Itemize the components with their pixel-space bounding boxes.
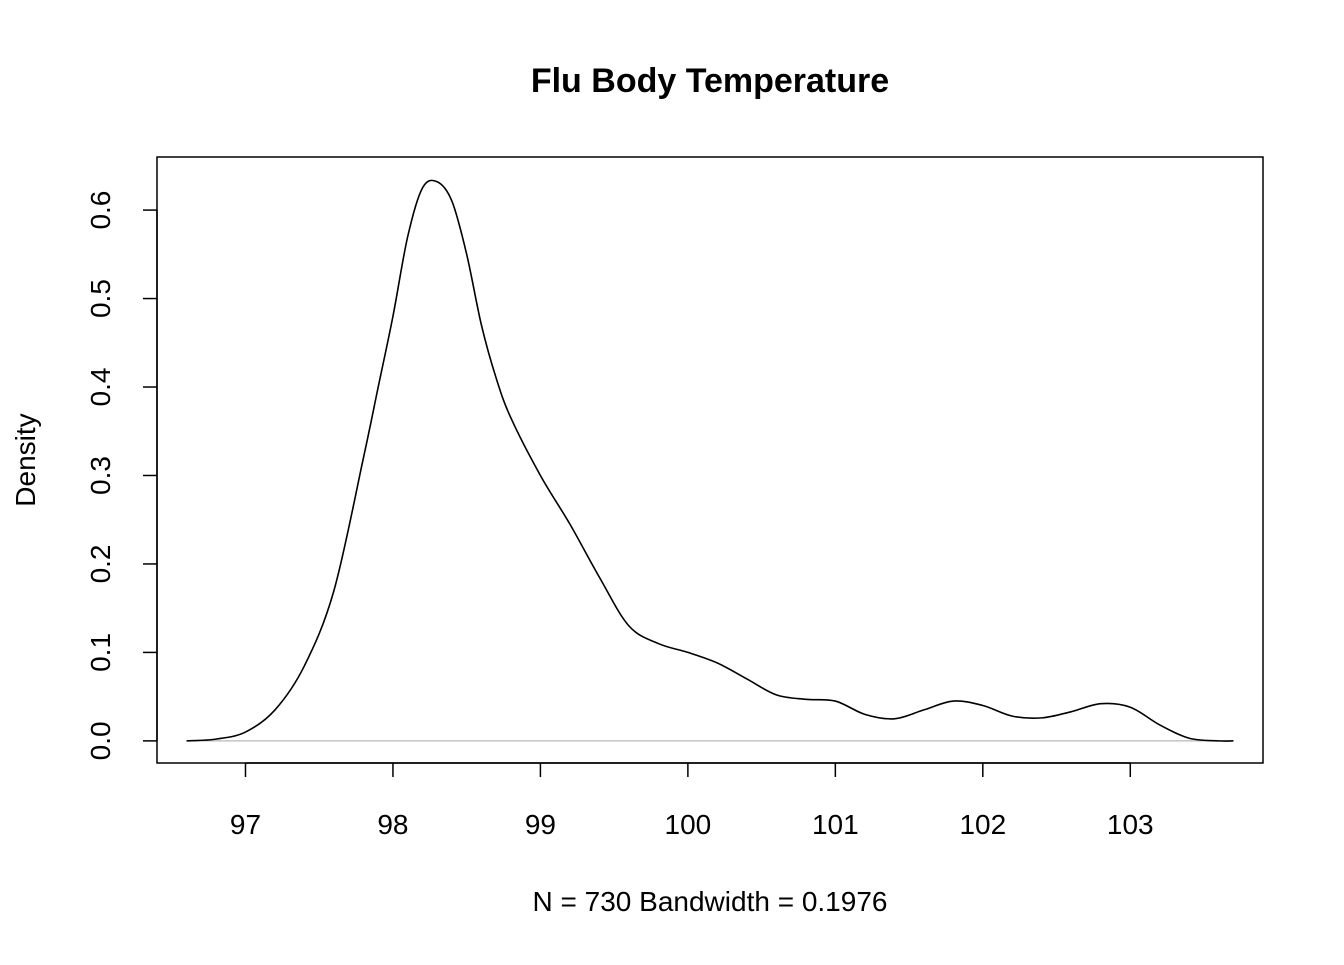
x-tick-label: 102: [959, 809, 1006, 840]
x-tick-label: 101: [812, 809, 859, 840]
y-axis-label: Density: [10, 413, 41, 506]
x-tick-label: 97: [230, 809, 261, 840]
y-tick-label: 0.1: [85, 633, 116, 672]
density-curve: [186, 179, 1234, 742]
y-tick-label: 0.6: [85, 191, 116, 230]
plot-frame: [156, 156, 1264, 764]
chart-title: Flu Body Temperature: [531, 62, 889, 100]
x-tick-label: 103: [1107, 809, 1154, 840]
y-tick-label: 0.3: [85, 456, 116, 495]
x-axis-label: N = 730 Bandwidth = 0.1976: [533, 886, 888, 917]
x-tick-label: 100: [665, 809, 712, 840]
plot-area: 97 98 99 100 101 102 103 0.0 0.1 0.2 0.3 0.4 0.5 0.6: [85, 156, 1264, 840]
y-tick-label: 0.0: [85, 721, 116, 760]
y-tick-label: 0.2: [85, 544, 116, 583]
y-tick-label: 0.4: [85, 368, 116, 407]
x-tick-label: 99: [525, 809, 556, 840]
x-tick-label: 98: [377, 809, 408, 840]
y-tick-label: 0.5: [85, 279, 116, 318]
